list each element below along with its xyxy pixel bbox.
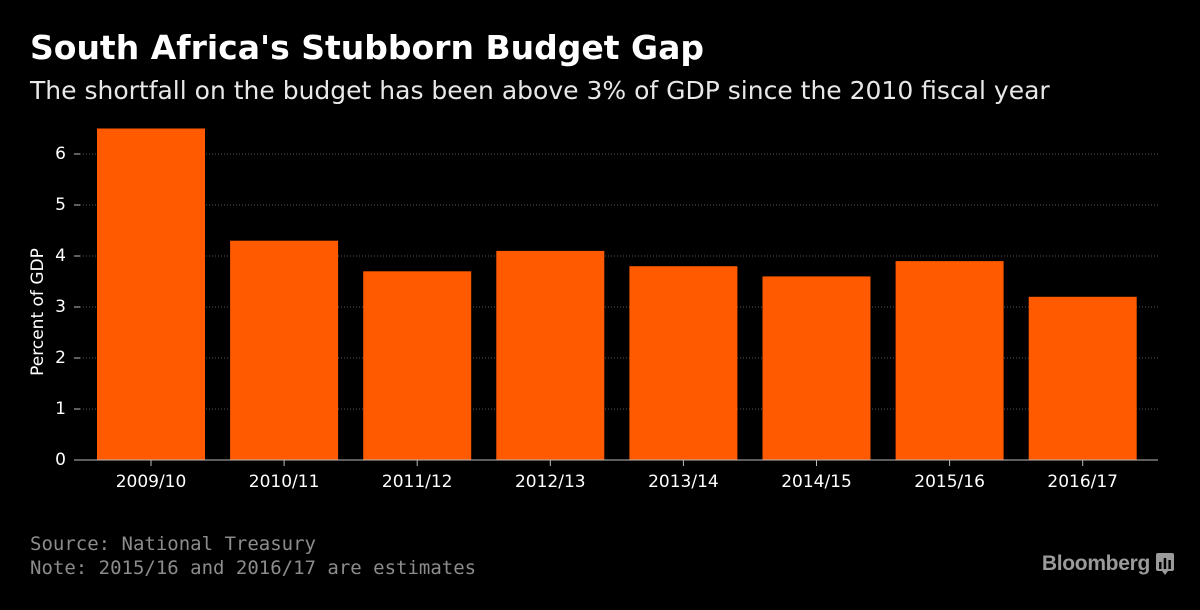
bar <box>97 128 205 460</box>
x-tick-label: 2013/14 <box>648 472 719 492</box>
brand-logo: Bloomberg <box>1042 552 1174 576</box>
source-note: Source: National Treasury <box>30 533 316 555</box>
y-tick-label: 2 <box>55 348 66 368</box>
estimate-note: Note: 2015/16 and 2016/17 are estimates <box>30 557 477 579</box>
bar-chart-icon <box>1156 553 1174 575</box>
x-tick-label: 2011/12 <box>382 472 453 492</box>
y-tick-label: 5 <box>55 195 66 215</box>
y-tick-label: 0 <box>55 450 66 470</box>
y-tick-label: 4 <box>55 246 66 266</box>
bar <box>895 261 1004 460</box>
bar <box>629 266 738 460</box>
x-tick-label: 2012/13 <box>515 472 586 492</box>
x-tick-label: 2009/10 <box>116 472 187 492</box>
y-tick-label: 3 <box>55 297 66 317</box>
bar <box>496 250 605 460</box>
bar <box>363 271 472 460</box>
y-tick-label: 1 <box>55 399 66 419</box>
y-axis-label: Percent of GDP <box>28 248 48 376</box>
bar <box>1028 296 1137 460</box>
x-tick-label: 2015/16 <box>914 472 985 492</box>
chart-subtitle: The shortfall on the budget has been abo… <box>30 76 1050 105</box>
chart-title: South Africa's Stubborn Budget Gap <box>30 28 704 67</box>
x-tick-label: 2016/17 <box>1047 472 1118 492</box>
bar <box>762 276 871 460</box>
bars <box>97 128 1137 460</box>
brand-name: Bloomberg <box>1041 552 1150 575</box>
x-tick-label: 2014/15 <box>781 472 852 492</box>
x-tick-label: 2010/11 <box>249 472 320 492</box>
axes: 0 1 2 3 4 5 6 2009/10 2010/11 2011/12 2012/13 2013/… <box>55 144 1158 492</box>
bar <box>230 240 339 460</box>
y-tick-label: 6 <box>55 144 66 164</box>
